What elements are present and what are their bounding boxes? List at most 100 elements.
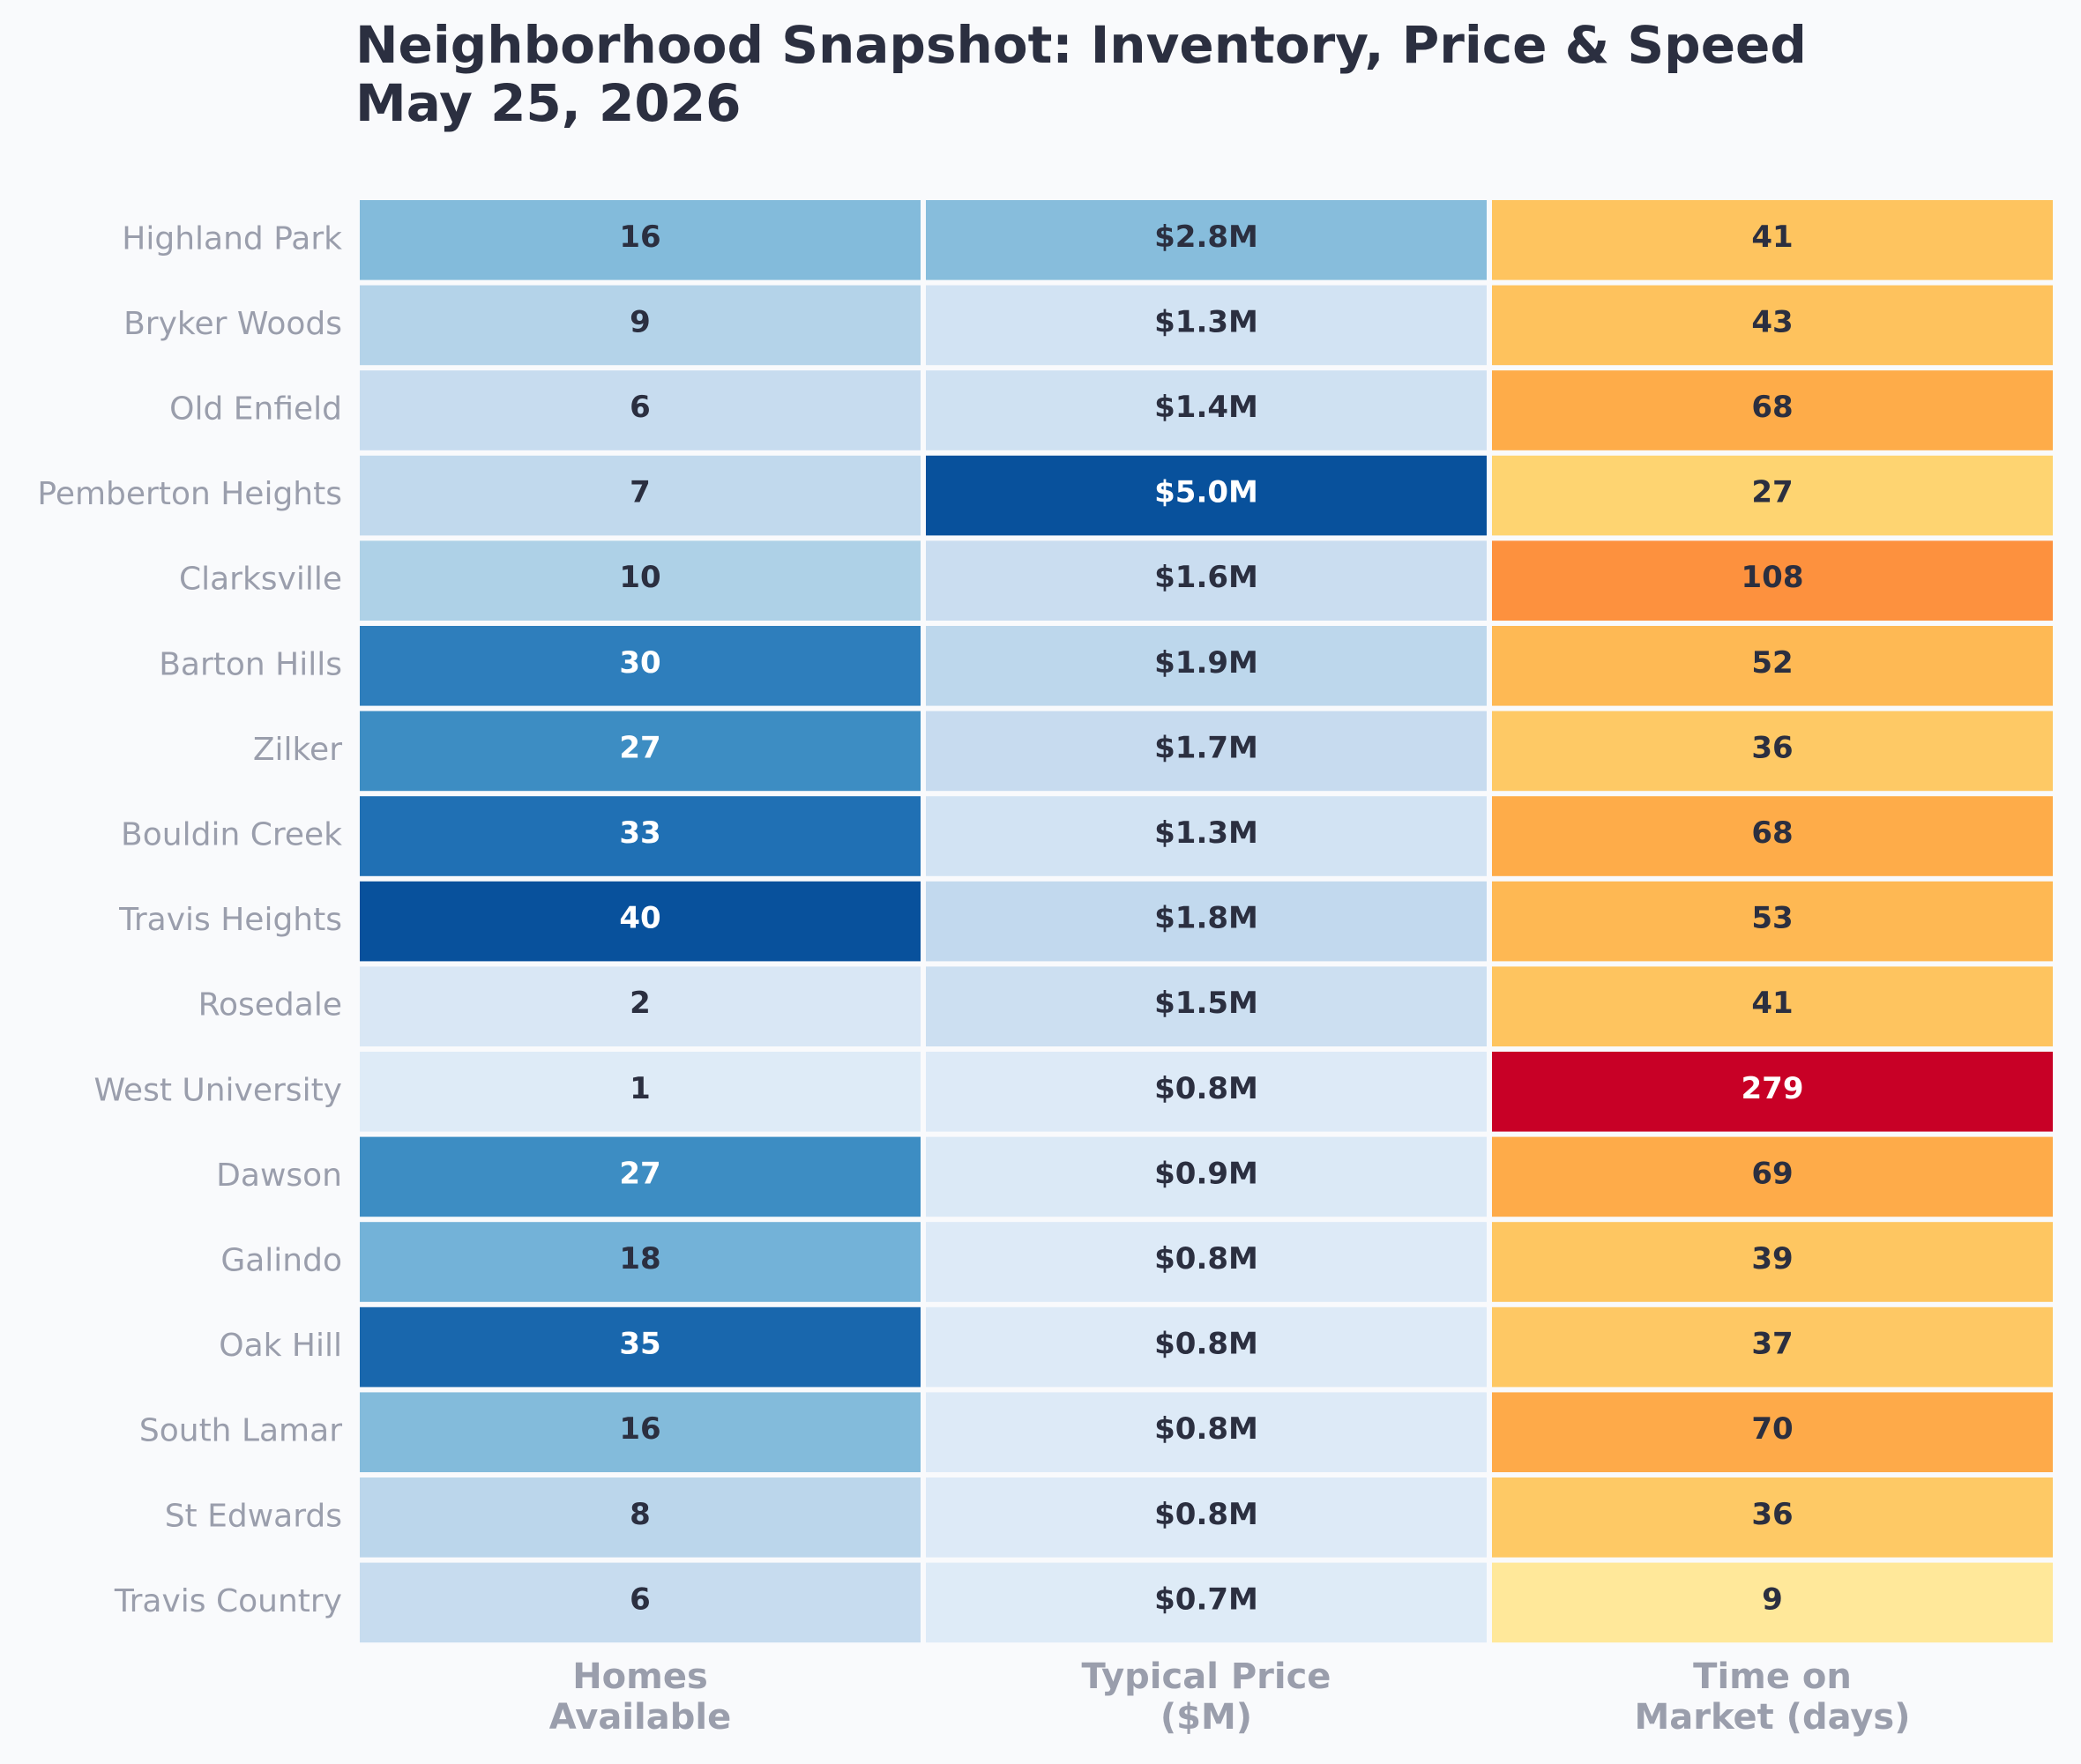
- cell-value-label: $1.3M: [1154, 815, 1258, 851]
- cell-value-label: 1: [630, 1071, 651, 1106]
- heatmap-cell: [926, 1562, 1487, 1643]
- cell-value-label: 108: [1742, 560, 1804, 595]
- heatmap-cell: [360, 1136, 921, 1217]
- heatmap-cell: [1492, 455, 2053, 536]
- row-label: Galindo: [220, 1243, 342, 1279]
- row-label: Clarksville: [179, 562, 342, 598]
- row-label: Travis Country: [114, 1583, 342, 1619]
- cell-value-label: 16: [619, 220, 660, 255]
- row-label: Highland Park: [122, 220, 342, 257]
- cell-value-label: $0.7M: [1154, 1582, 1258, 1617]
- chart-title: Neighborhood Snapshot: Inventory, Price …: [355, 16, 1807, 132]
- cell-value-label: 36: [1751, 730, 1793, 765]
- cell-value-label: 43: [1751, 304, 1793, 339]
- heatmap-cell: [1492, 370, 2053, 450]
- heatmap-cell: [360, 285, 921, 366]
- heatmap-cell: [926, 1306, 1487, 1388]
- cell-value-label: 27: [619, 730, 660, 765]
- cell-value-label: $1.4M: [1154, 390, 1258, 425]
- heatmap-cell: [1492, 966, 2053, 1046]
- cell-value-label: 18: [619, 1241, 660, 1276]
- heatmap-cell: [926, 711, 1487, 792]
- cell-value-label: 33: [619, 815, 660, 851]
- row-label: Bryker Woods: [123, 306, 342, 342]
- heatmap-cell: [1492, 626, 2053, 706]
- row-label: Rosedale: [198, 987, 342, 1023]
- heatmap-cell: [360, 626, 921, 706]
- heatmap-cell: [926, 1136, 1487, 1217]
- heatmap-cell: [926, 455, 1487, 536]
- cell-value-label: $0.9M: [1154, 1156, 1258, 1191]
- cell-value-label: $1.6M: [1154, 560, 1258, 595]
- heatmap-cell: [1492, 881, 2053, 962]
- heatmap-cell: [360, 796, 921, 876]
- cell-value-label: $0.8M: [1154, 1327, 1258, 1362]
- heatmap-cell: [1492, 1392, 2053, 1472]
- heatmap-cell: [1492, 1477, 2053, 1558]
- heatmap-cell: [1492, 1222, 2053, 1302]
- cell-value-label: $0.8M: [1154, 1241, 1258, 1276]
- heatmap-cell: [360, 1222, 921, 1302]
- heatmap-cell: [360, 200, 921, 280]
- cell-value-label: 53: [1751, 901, 1793, 936]
- cell-value-label: 39: [1751, 1241, 1793, 1276]
- heatmap-cell: [1492, 1562, 2053, 1643]
- cell-value-label: $1.8M: [1154, 901, 1258, 936]
- row-label: Oak Hill: [219, 1328, 342, 1364]
- heatmap-cell: [926, 370, 1487, 450]
- cell-value-label: 9: [630, 304, 651, 339]
- cell-value-label: 52: [1751, 645, 1793, 681]
- heatmap-cell: [360, 1562, 921, 1643]
- cell-value-label: 41: [1751, 220, 1793, 255]
- heatmap-cell: [1492, 285, 2053, 366]
- heatmap-cell: [1492, 796, 2053, 876]
- cell-value-label: $0.8M: [1154, 1071, 1258, 1106]
- heatmap-cell: [360, 370, 921, 450]
- column-label: Market (days): [1634, 1697, 1910, 1738]
- row-label: Zilker: [253, 732, 342, 768]
- column-label: Homes: [572, 1656, 708, 1697]
- heatmap-cell: [926, 966, 1487, 1046]
- cell-value-label: 7: [630, 475, 651, 510]
- row-label: Bouldin Creek: [121, 817, 342, 853]
- cell-value-label: 68: [1751, 815, 1793, 851]
- heatmap-cell: [360, 540, 921, 621]
- heatmap-cell: [360, 966, 921, 1046]
- cell-value-label: 27: [1751, 475, 1793, 510]
- cell-value-label: 37: [1751, 1327, 1793, 1362]
- cell-value-label: $1.3M: [1154, 304, 1258, 339]
- row-label: Travis Heights: [118, 902, 342, 938]
- cell-value-label: 2: [630, 986, 651, 1021]
- row-label: Old Enfield: [169, 391, 342, 428]
- cell-value-label: 6: [630, 390, 651, 425]
- heatmap-cell: [1492, 1306, 2053, 1388]
- heatmap-cell: [1492, 1136, 2053, 1217]
- heatmap-cell: [360, 455, 921, 536]
- row-label: West University: [93, 1072, 342, 1108]
- cell-value-label: 30: [619, 645, 660, 681]
- cell-value-label: $1.5M: [1154, 986, 1258, 1021]
- row-label: Pemberton Heights: [37, 476, 342, 512]
- heatmap-cell: [1492, 200, 2053, 280]
- cell-value-label: 16: [619, 1411, 660, 1447]
- cell-value-label: 279: [1742, 1071, 1804, 1106]
- heatmap-cell: [926, 1052, 1487, 1132]
- heatmap-cell: [360, 711, 921, 792]
- cell-value-label: 27: [619, 1156, 660, 1191]
- cell-value-label: $1.9M: [1154, 645, 1258, 681]
- cell-value-label: 9: [1762, 1582, 1783, 1617]
- heatmap-cell: [360, 1052, 921, 1132]
- cell-value-label: 35: [619, 1327, 660, 1362]
- cell-value-label: 36: [1751, 1497, 1793, 1532]
- cell-value-label: $0.8M: [1154, 1497, 1258, 1532]
- chart-subtitle: May 25, 2026: [355, 73, 742, 133]
- cell-value-label: $1.7M: [1154, 730, 1258, 765]
- heatmap-cell: [1492, 540, 2053, 621]
- heatmap-cell: [926, 1222, 1487, 1302]
- column-label: Time on: [1693, 1656, 1852, 1697]
- cell-value-label: 6: [630, 1582, 651, 1617]
- heatmap-cell: [926, 881, 1487, 962]
- cell-value-label: 40: [619, 901, 660, 936]
- heatmap-cell: [926, 796, 1487, 876]
